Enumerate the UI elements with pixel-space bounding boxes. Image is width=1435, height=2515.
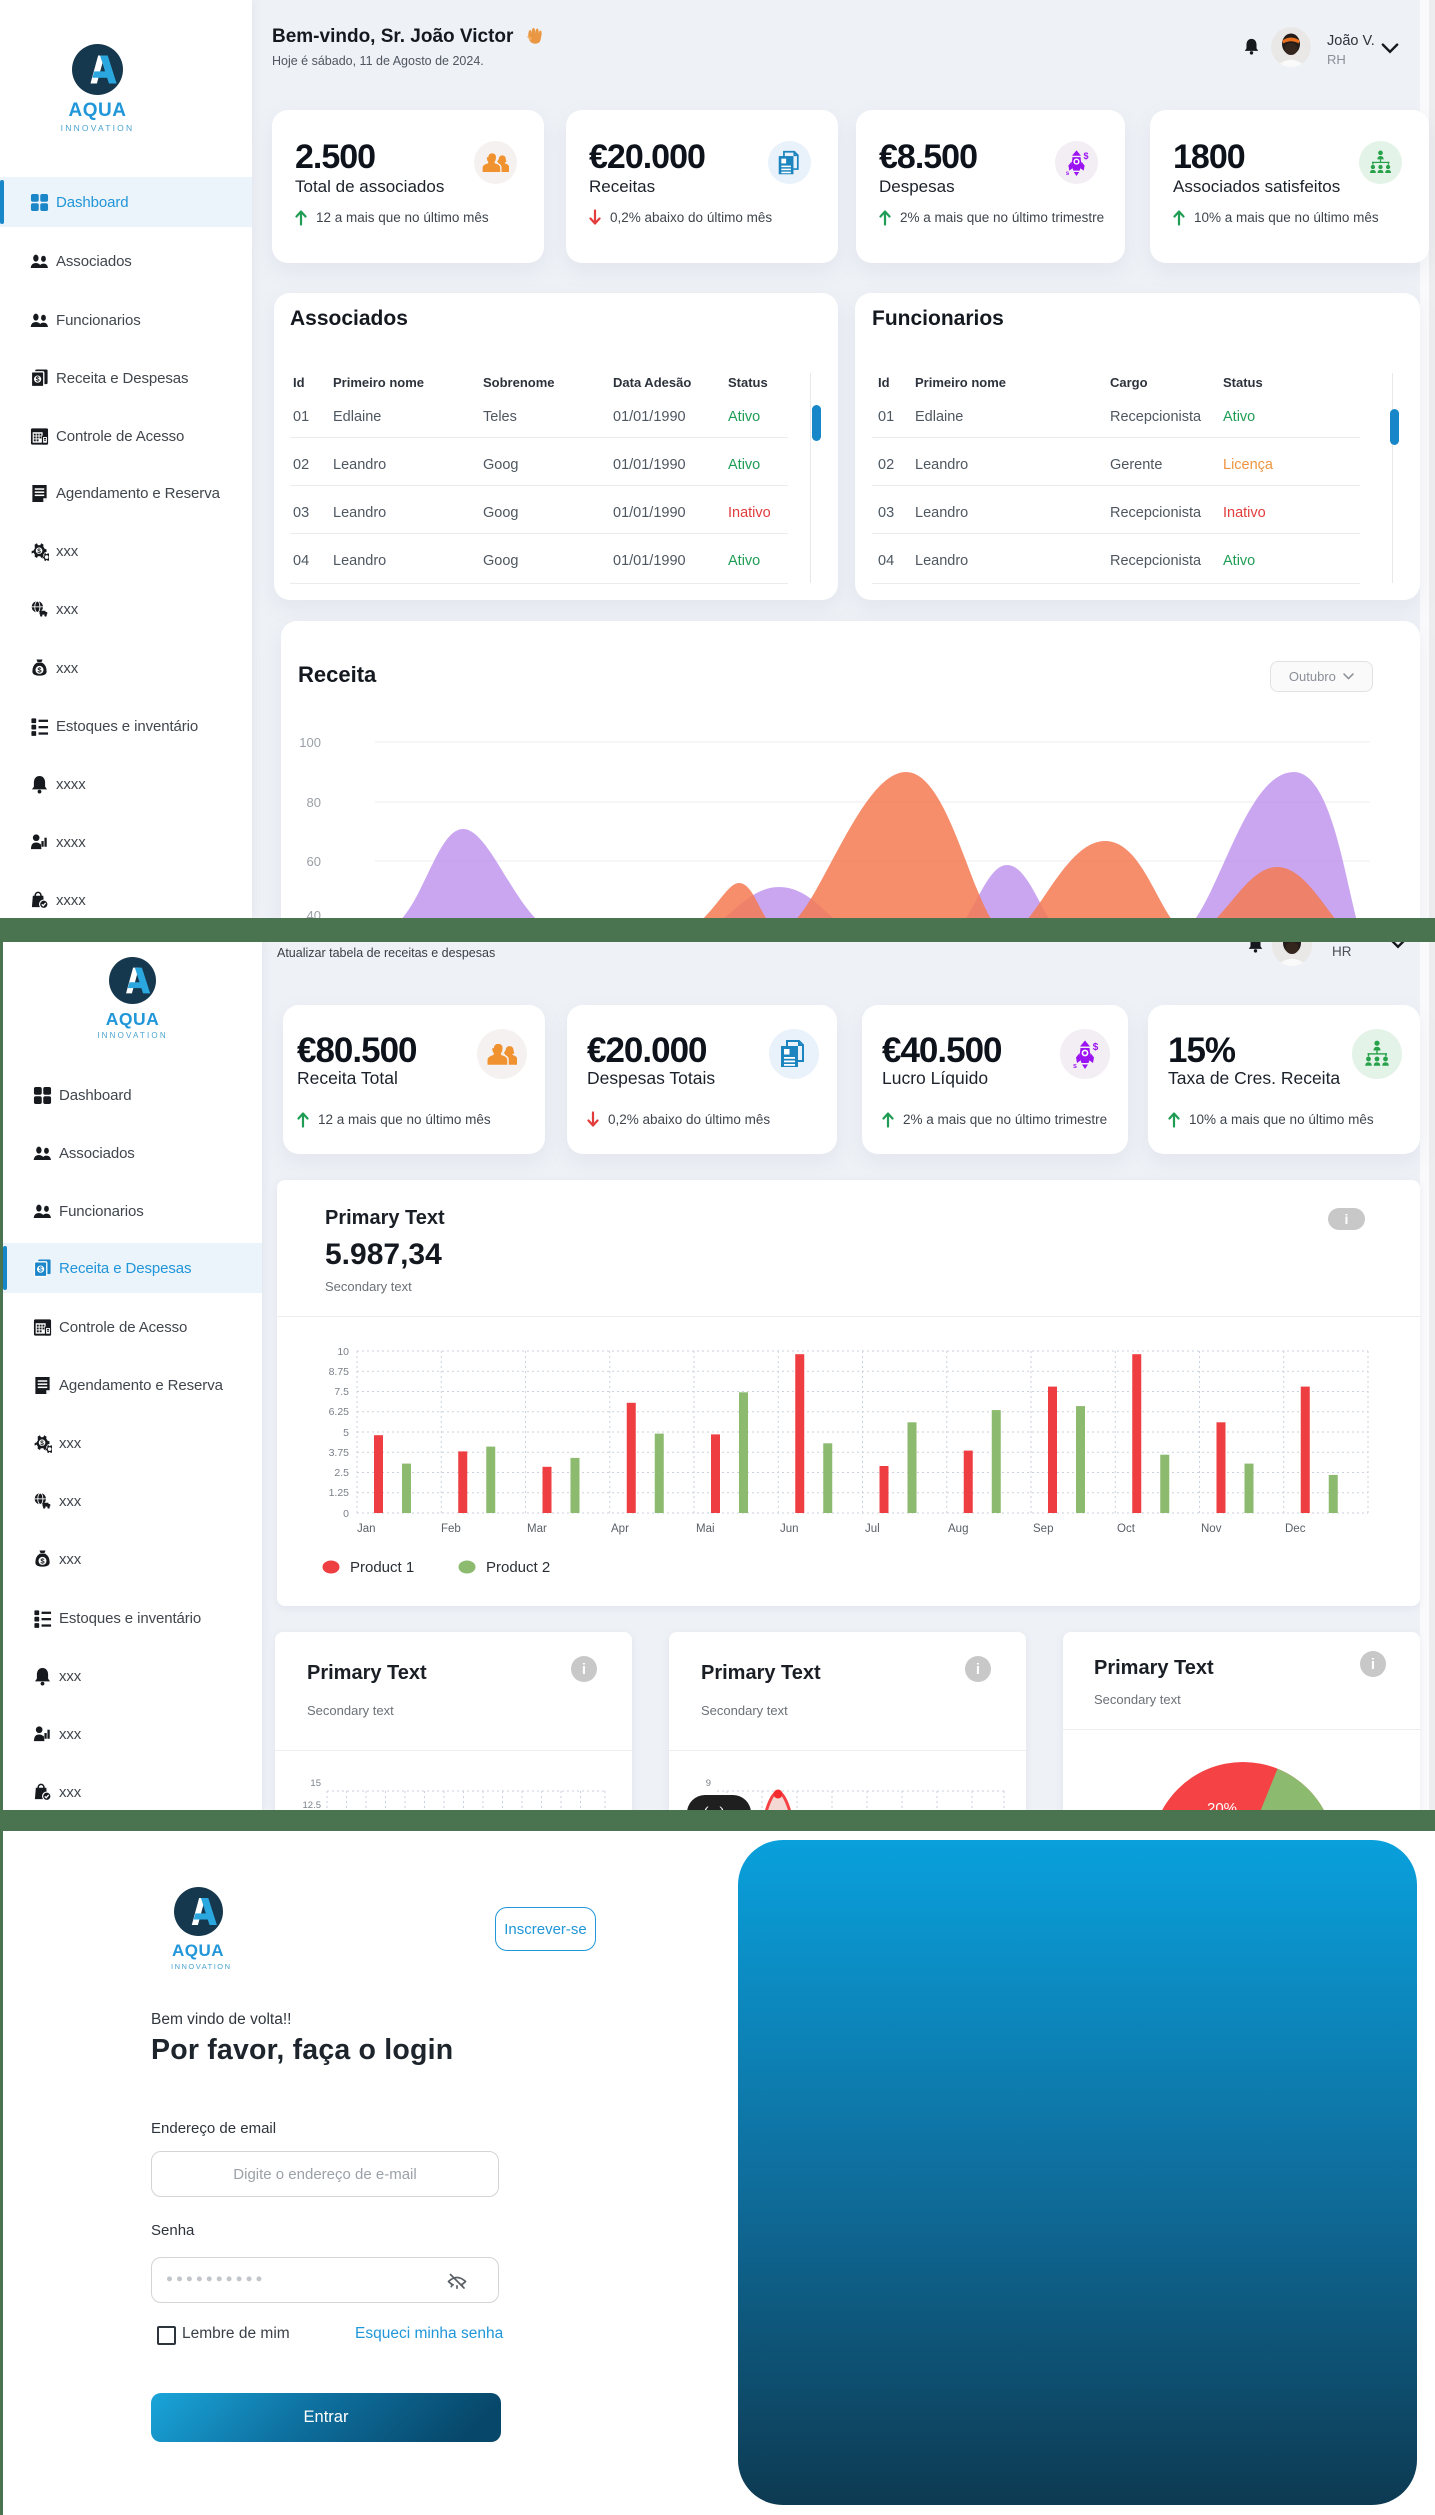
svg-text:15: 15 — [310, 1778, 321, 1789]
svg-text:5: 5 — [343, 1427, 349, 1439]
svg-text:Mar: Mar — [527, 1523, 547, 1535]
svg-text:Mai: Mai — [696, 1523, 715, 1535]
svg-text:Jan: Jan — [357, 1523, 376, 1535]
svg-text:12.5: 12.5 — [303, 1800, 322, 1810]
svg-text:60: 60 — [307, 854, 321, 869]
svg-text:Jun: Jun — [780, 1523, 799, 1535]
svg-text:Oct: Oct — [1117, 1523, 1136, 1535]
svg-text:7.5: 7.5 — [334, 1386, 349, 1398]
svg-text:80: 80 — [307, 795, 321, 810]
svg-text:Apr: Apr — [611, 1523, 629, 1535]
svg-text:1.25: 1.25 — [329, 1487, 350, 1499]
svg-text:0: 0 — [343, 1508, 349, 1520]
svg-text:20%: 20% — [1207, 1800, 1237, 1810]
svg-text:Feb: Feb — [441, 1523, 461, 1535]
svg-text:2.5: 2.5 — [334, 1467, 349, 1479]
svg-text:40: 40 — [307, 908, 321, 918]
svg-text:9: 9 — [706, 1778, 711, 1789]
svg-text:3.75: 3.75 — [329, 1447, 350, 1459]
svg-text:Product 2: Product 2 — [486, 1559, 550, 1576]
svg-text:10: 10 — [337, 1346, 349, 1358]
svg-text:Product 1: Product 1 — [350, 1559, 414, 1576]
svg-text:8.75: 8.75 — [329, 1366, 350, 1378]
svg-text:Dec: Dec — [1285, 1523, 1306, 1535]
svg-text:Aug: Aug — [948, 1523, 968, 1535]
svg-text:Sep: Sep — [1033, 1523, 1053, 1535]
svg-text:Jul: Jul — [865, 1523, 880, 1535]
svg-text:Nov: Nov — [1201, 1523, 1222, 1535]
svg-text:6.25: 6.25 — [329, 1406, 350, 1418]
svg-text:100: 100 — [299, 735, 321, 750]
